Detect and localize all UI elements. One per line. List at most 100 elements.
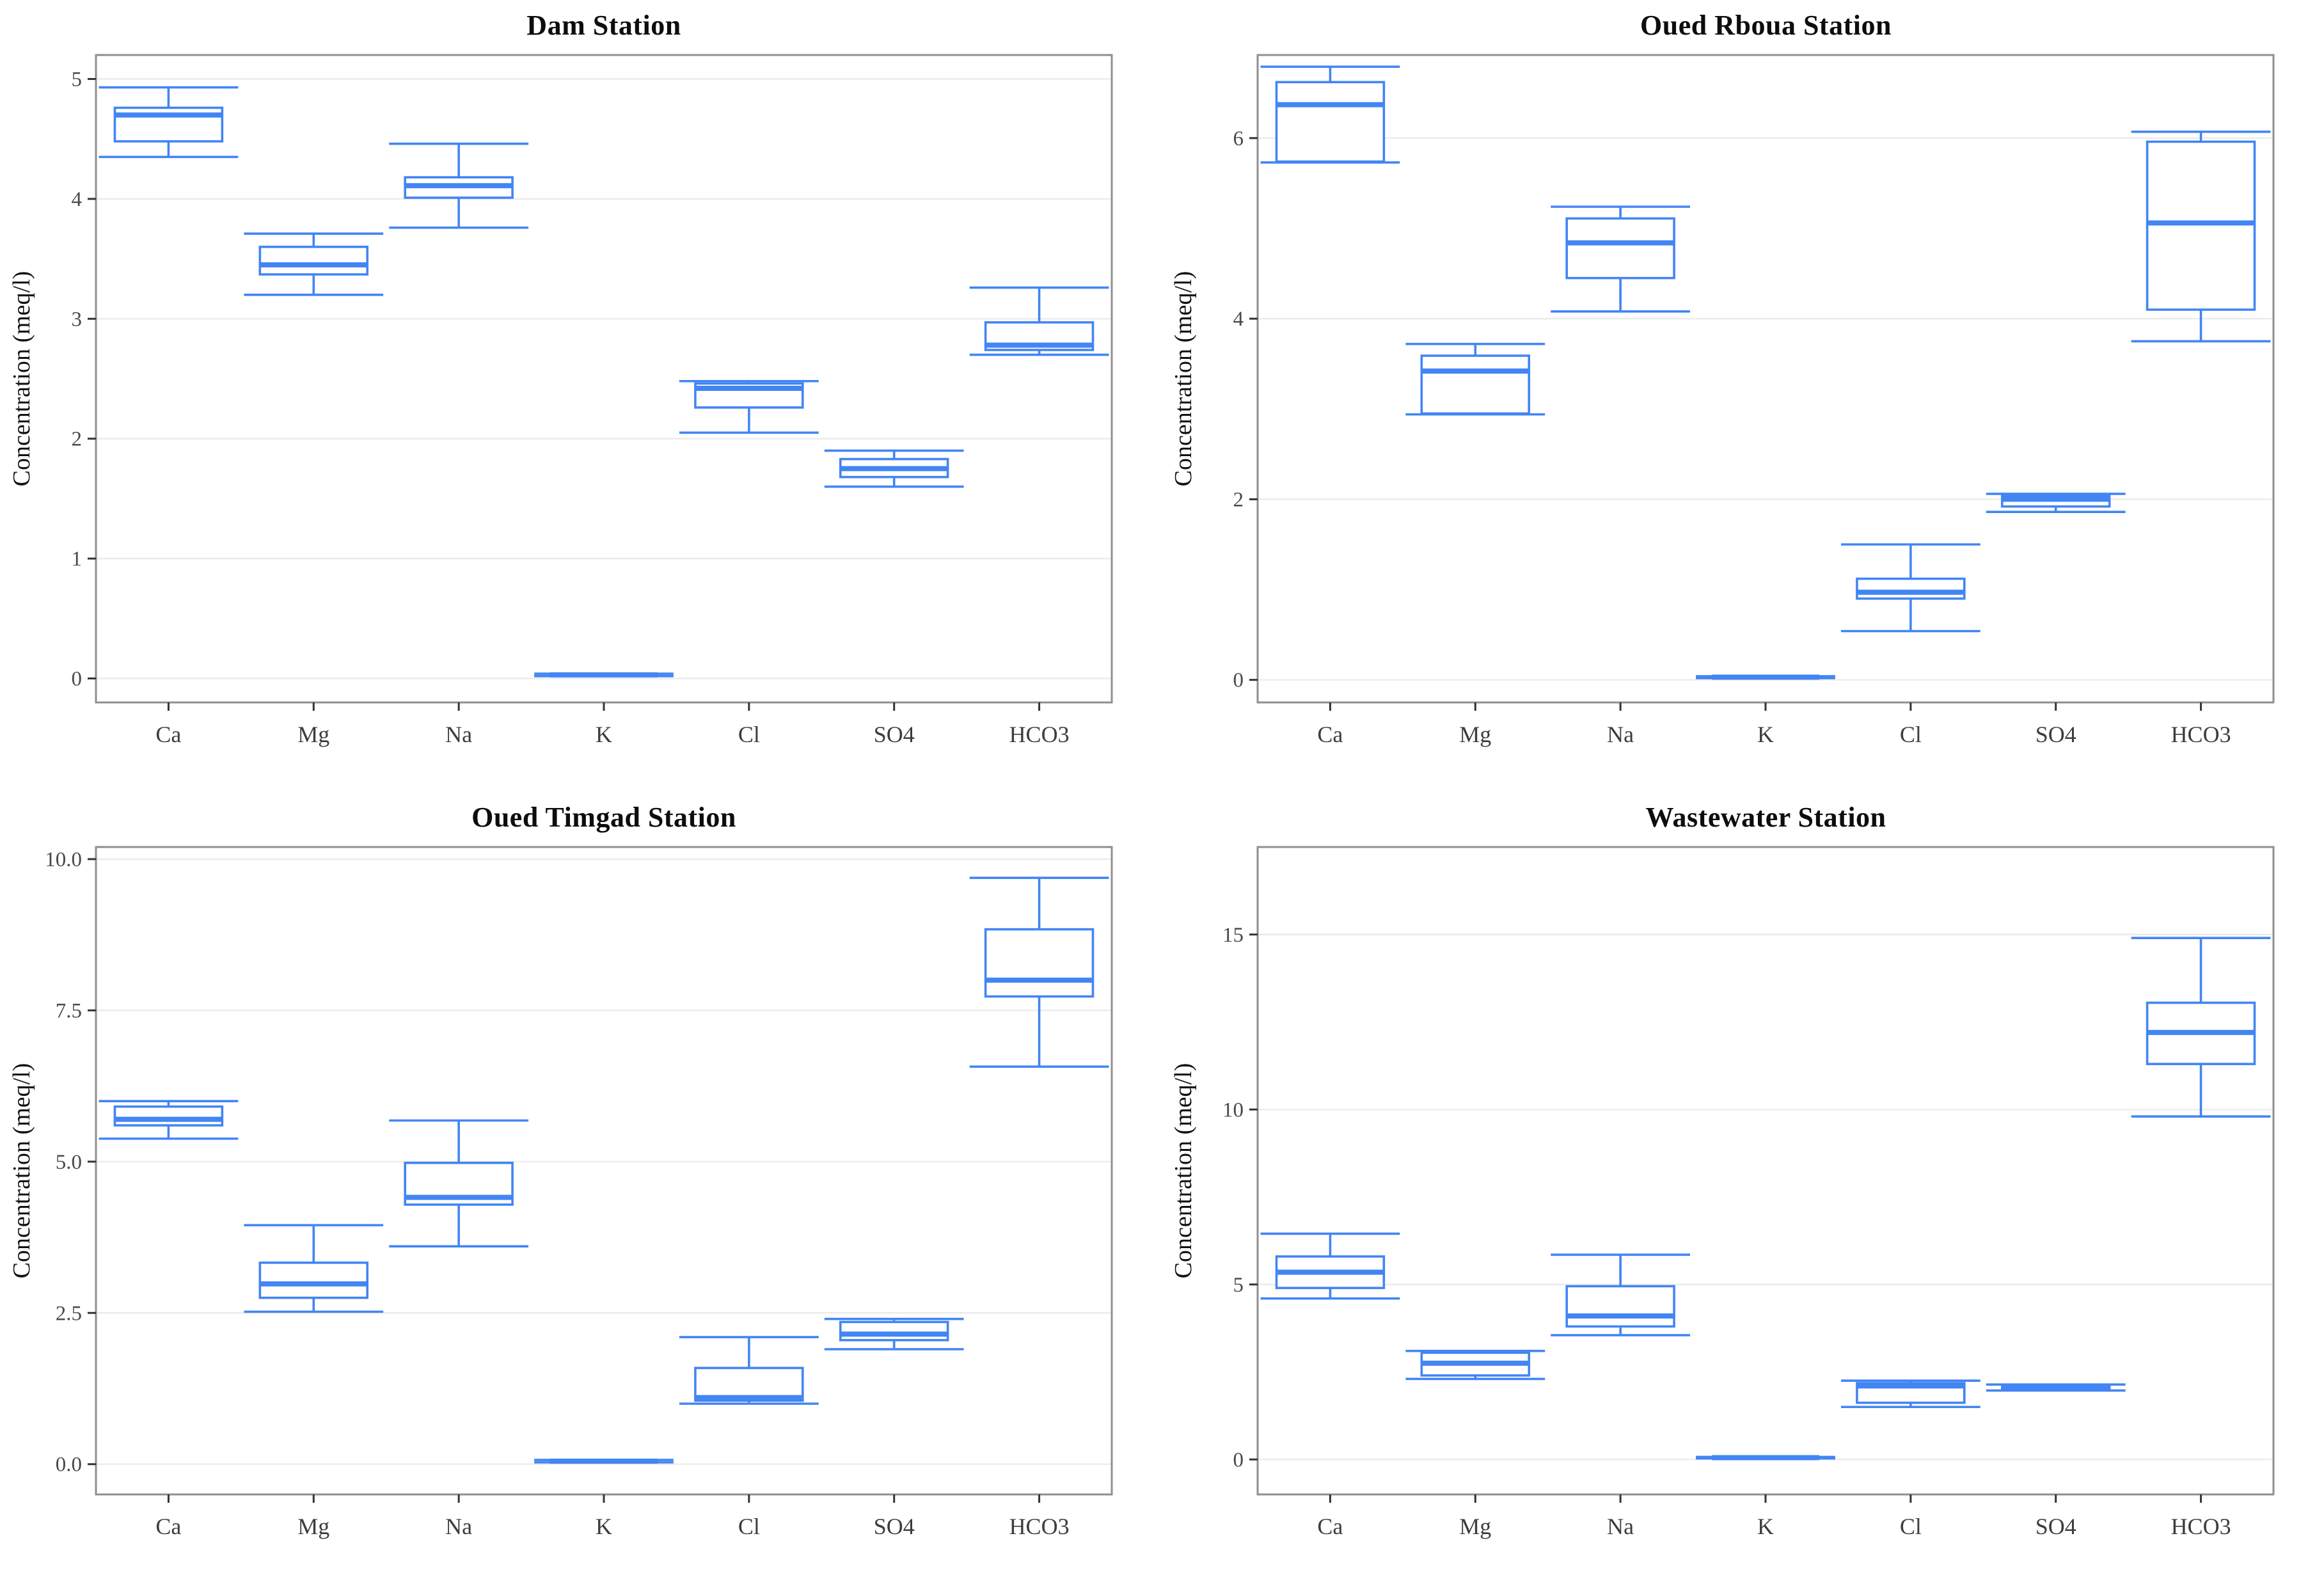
boxplot-K [534,672,674,677]
x-category-label-K: K [1757,722,1774,747]
panel-title-dam-station: Dam Station [526,10,681,41]
x-category-label-Mg: Mg [297,722,329,747]
y-tick-label: 2.5 [56,1302,82,1325]
x-category-label-SO4: SO4 [874,722,915,747]
boxplot-Mg [1405,342,1545,416]
y-axis-label: Concentration (meq/l) [8,1063,35,1279]
panel-border [1256,54,2275,704]
iqr-box [1275,81,1386,163]
y-axis-label: Concentration (meq/l) [1170,271,1197,487]
y-tick-label: 5 [1233,1274,1244,1297]
boxplot-Mg [1405,1349,1545,1381]
boxplot-Na [1551,205,1691,313]
panel-title-oued-rboua-station: Oued Rboua Station [1640,10,1892,41]
y-tick-label: 5 [72,68,83,91]
panel-wastewater-station: Wastewater Station 0 5 10 15 Ca Mg Na K Cl SO4 HCO… [1162,792,2324,1584]
boxplot-K [1696,674,1835,680]
boxplot-svg-wastewater-station: 0 5 10 15 Ca Mg Na K Cl SO4 HCO3 Concentration (meq… [1170,846,2275,1539]
boxplot-svg-oued-timgad-station: 0.0 2.5 5.0 7.5 10.0 Ca Mg Na K Cl SO4 HCO3 Concentr… [8,846,1113,1539]
y-axis-label: Concentration (meq/l) [8,271,35,487]
x-category-label-Cl: Cl [738,1514,760,1539]
x-category-label-Cl: Cl [1900,1514,1922,1539]
y-axis-label: Concentration (meq/l) [1170,1063,1197,1279]
x-category-label-K: K [1757,1514,1774,1539]
boxplot-Cl [1840,543,1980,633]
y-tick-label: 1 [72,548,83,571]
y-tick-label: 5.0 [56,1151,82,1174]
x-category-label-HCO3: HCO3 [1009,1514,1070,1539]
panel-dam-station: Dam Station 0 1 2 3 4 5 Ca Mg Na K Cl SO4 HCO3 Concen… [0,0,1162,792]
y-tick-label: 10 [1222,1098,1244,1121]
x-category-label-HCO3: HCO3 [2171,722,2231,747]
panel-border [1256,846,2275,1496]
boxplot-Ca [1260,65,1400,164]
boxplot-SO4 [1986,493,2126,513]
y-tick-label: 15 [1222,924,1244,947]
boxplot-SO4 [824,1317,964,1350]
x-category-label-Mg: Mg [1459,722,1491,747]
boxplot-Cl [679,1336,819,1405]
y-tick-label: 7.5 [56,999,82,1022]
x-category-label-Cl: Cl [1900,722,1922,747]
iqr-box [113,1105,224,1127]
x-category-label-Na: Na [445,722,472,747]
boxplot-K [534,1458,674,1464]
y-tick-label: 2 [1233,488,1244,511]
x-category-label-Ca: Ca [1317,1514,1343,1539]
y-tick-label: 2 [72,428,83,451]
y-tick-label: 0 [1233,669,1244,692]
iqr-box [258,246,369,276]
boxplot-svg-dam-station: 0 1 2 3 4 5 Ca Mg Na K Cl SO4 HCO3 Concentration (meq… [8,54,1113,747]
x-category-label-Cl: Cl [738,722,760,747]
y-tick-label: 10.0 [45,848,82,871]
y-tick-label: 0 [72,668,83,691]
x-category-label-Na: Na [1607,722,1634,747]
y-tick-label: 4 [72,188,83,211]
y-tick-label: 0.0 [56,1453,82,1477]
iqr-box [1565,217,1675,280]
iqr-box [1565,1285,1675,1328]
x-category-label-Na: Na [445,1514,472,1539]
iqr-box [258,1261,369,1299]
panel-title-oued-timgad-station: Oued Timgad Station [471,802,736,833]
x-category-label-Ca: Ca [155,1514,181,1539]
iqr-box [2146,140,2256,311]
panel-border [95,846,1113,1496]
x-category-label-K: K [596,722,612,747]
y-tick-label: 3 [72,308,83,331]
iqr-box [984,928,1095,998]
boxplot-K [1696,1455,1835,1461]
panel-oued-rboua-station: Oued Rboua Station 0 2 4 6 Ca Mg Na K Cl SO4 HCO3 C… [1162,0,2324,792]
boxplot-HCO3 [969,286,1109,356]
boxplot-svg-oued-rboua-station: 0 2 4 6 Ca Mg Na K Cl SO4 HCO3 Concentration (meq/l… [1170,54,2275,747]
iqr-box [1856,577,1966,600]
boxplot-Ca [99,86,239,159]
boxplot-Ca [99,1100,239,1140]
boxplot-HCO3 [2131,131,2271,343]
x-category-label-Na: Na [1607,1514,1634,1539]
boxplot-Na [389,142,529,229]
x-category-label-Ca: Ca [155,722,181,747]
x-category-label-SO4: SO4 [2035,1514,2076,1539]
boxplot-SO4 [1986,1383,2126,1392]
x-category-label-SO4: SO4 [874,1514,915,1539]
y-tick-label: 0 [1233,1448,1244,1471]
x-category-label-Mg: Mg [297,1514,329,1539]
iqr-box [1420,354,1531,415]
x-category-label-Mg: Mg [1459,1514,1491,1539]
boxplot-HCO3 [2131,937,2271,1118]
iqr-box [839,1320,949,1342]
x-category-label-SO4: SO4 [2035,722,2076,747]
y-tick-label: 6 [1233,127,1244,150]
y-tick-label: 4 [1233,308,1244,331]
boxplot-Na [1551,1253,1691,1336]
panel-border [95,54,1113,704]
boxplot-SO4 [824,449,964,488]
x-category-label-K: K [596,1514,612,1539]
boxplot-Mg [244,1224,384,1313]
boxplot-Ca [1260,1232,1400,1300]
boxplot-Mg [244,232,384,296]
panel-oued-timgad-station: Oued Timgad Station 0.0 2.5 5.0 7.5 10.0 Ca Mg… [0,792,1162,1584]
panel-title-wastewater-station: Wastewater Station [1645,802,1886,833]
